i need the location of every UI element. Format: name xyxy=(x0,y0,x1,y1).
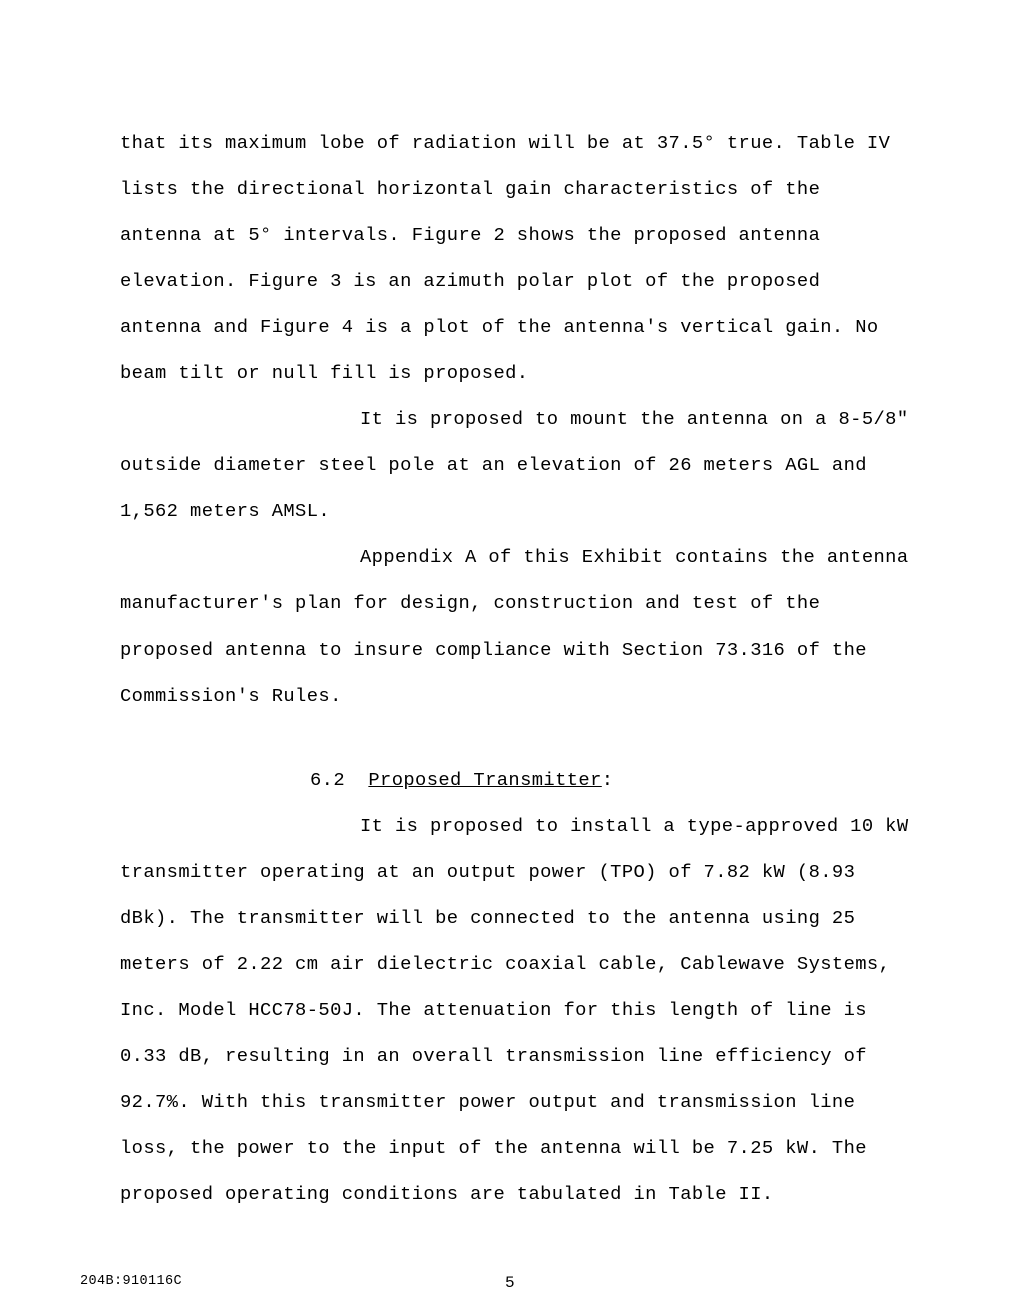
section-name: Proposed Transmitter xyxy=(368,769,601,791)
paragraph-4: It is proposed to install a type-approve… xyxy=(120,803,910,1217)
footer-page-number: 5 xyxy=(80,1274,940,1292)
page-body: that its maximum lobe of radiation will … xyxy=(0,0,1020,1217)
paragraph-2: It is proposed to mount the antenna on a… xyxy=(120,396,910,534)
paragraph-1: that its maximum lobe of radiation will … xyxy=(120,120,910,396)
section-heading: 6.2 Proposed Transmitter: xyxy=(120,757,910,803)
section-number: 6.2 xyxy=(310,769,345,791)
paragraph-3: Appendix A of this Exhibit contains the … xyxy=(120,534,910,718)
